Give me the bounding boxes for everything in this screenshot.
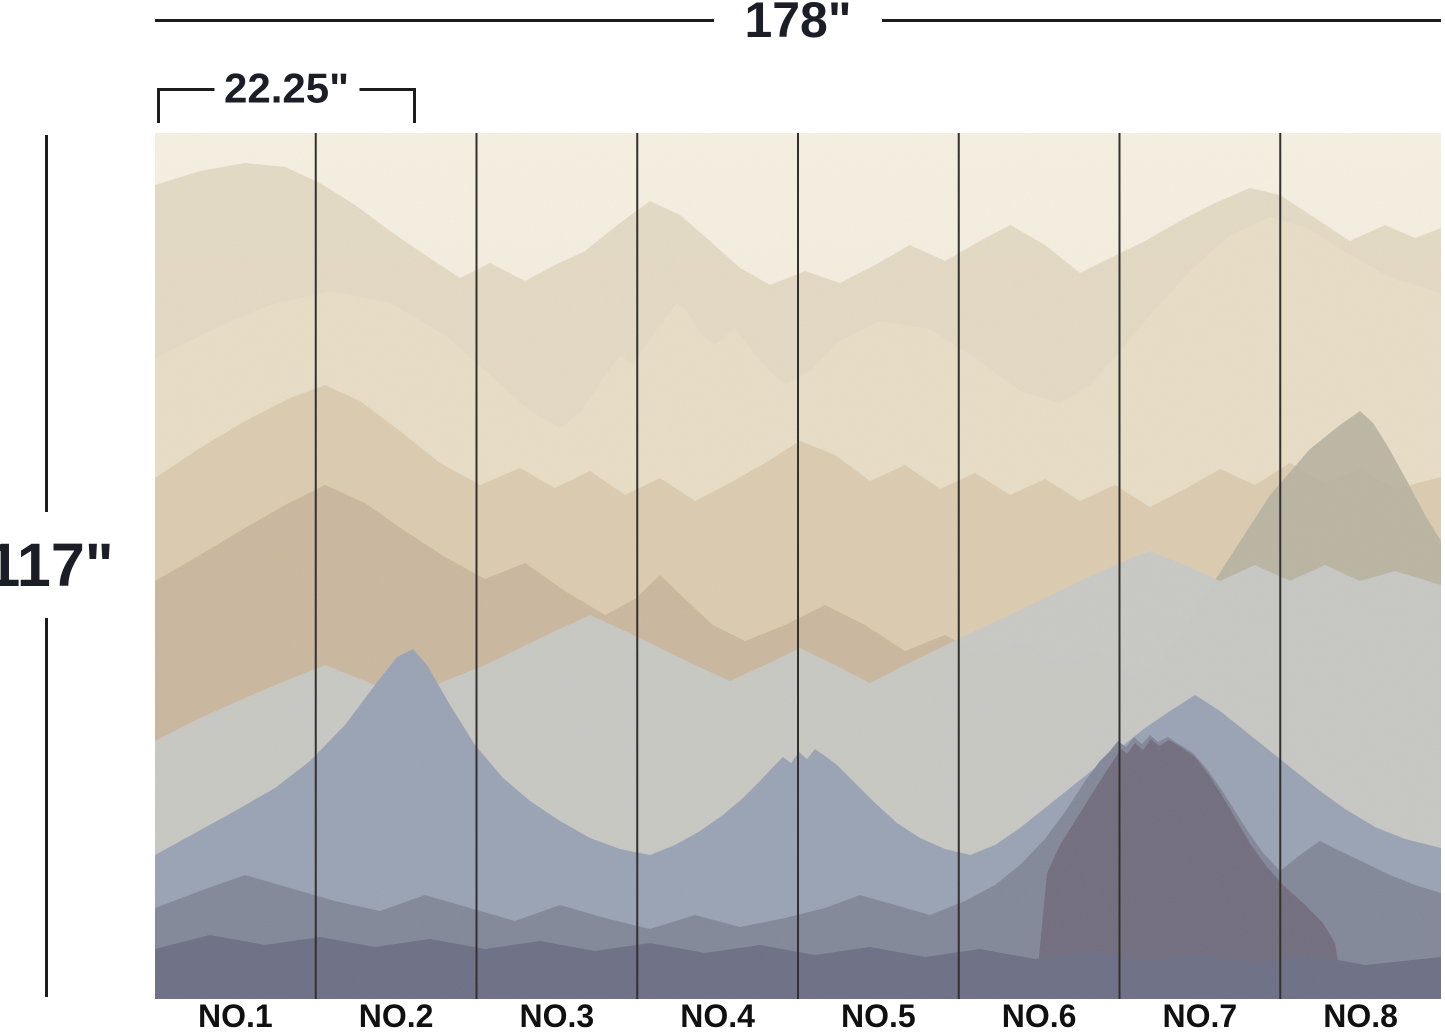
- total-height-label: 117": [0, 512, 118, 618]
- panel-width-dimension: 22.25": [157, 65, 416, 123]
- watercolor-texture-overlay: [155, 133, 1441, 999]
- panel-number-label: NO.2: [358, 998, 434, 1034]
- panel-number-label: NO.1: [198, 998, 273, 1034]
- dimension-line-left: [155, 18, 715, 22]
- panel-number-label: NO.3: [519, 998, 595, 1034]
- panel-width-label: 22.25": [213, 65, 360, 112]
- panel-number-label: NO.5: [841, 998, 916, 1034]
- mural-preview: [155, 133, 1441, 999]
- mountain-mural-art: [155, 133, 1441, 999]
- panel-number-label: NO.4: [680, 998, 755, 1034]
- panel-number-label: NO.6: [1001, 998, 1077, 1034]
- panel-labels-row: NO.1 NO.2 NO.3 NO.4 NO.5 NO.6 NO.7 NO.8: [155, 998, 1441, 1034]
- total-width-dimension: 178": [155, 0, 1442, 48]
- panel-number-label: NO.8: [1323, 998, 1398, 1034]
- dimension-line-right: [881, 18, 1442, 22]
- total-width-label: 178": [744, 0, 852, 48]
- panel-number-label: NO.7: [1162, 998, 1238, 1034]
